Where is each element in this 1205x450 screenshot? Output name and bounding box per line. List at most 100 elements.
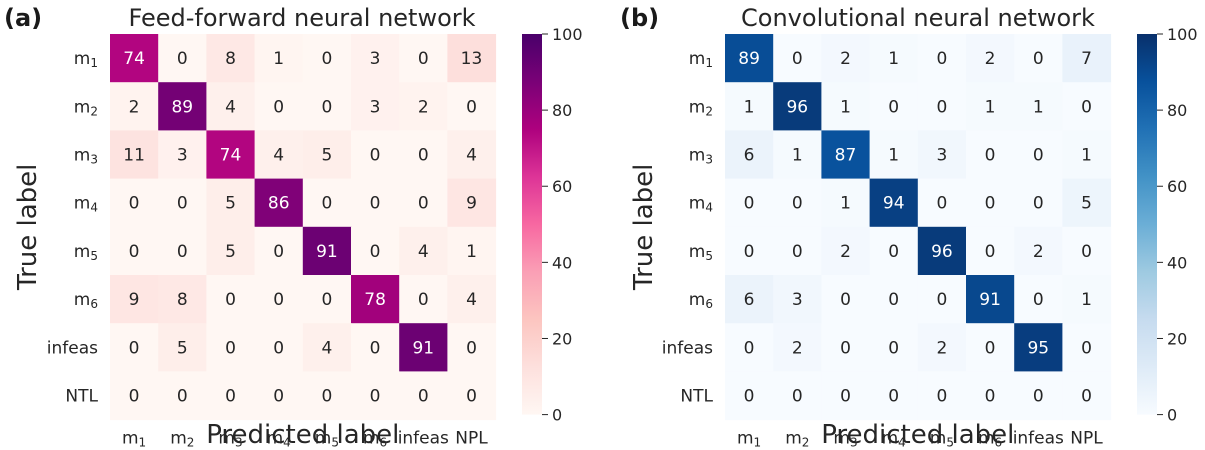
cell-value-label: 1 [792, 146, 803, 166]
cell-value-label: 0 [273, 242, 284, 262]
cell-value-label: 0 [129, 387, 140, 407]
heatmap-cell [110, 371, 159, 421]
cell-value-label: 0 [273, 97, 284, 117]
heatmap-cell [351, 371, 400, 421]
cell-value-label: 0 [888, 338, 899, 358]
heatmap-cell [773, 275, 822, 324]
heatmap-cell [966, 82, 1015, 131]
cell-value-label: 3 [370, 97, 381, 117]
heatmap-cell [302, 130, 352, 180]
heatmap-cell [966, 226, 1015, 276]
heatmap-cell [773, 178, 822, 228]
cell-value-label: 13 [461, 49, 483, 69]
cell-value-label: 0 [744, 387, 755, 407]
heatmap-cell [821, 34, 871, 83]
cell-value-label: 3 [370, 49, 381, 69]
cell-value-label: 0 [321, 290, 332, 310]
cell-value-label: 0 [936, 194, 947, 214]
cell-value-label: 0 [466, 338, 477, 358]
colorbar-tick-label: 20 [1167, 329, 1187, 348]
heatmap-cell [206, 178, 256, 228]
colorbar-tick-label: 0 [552, 406, 562, 425]
cell-value-label: 2 [418, 97, 429, 117]
heatmap-cell [447, 323, 497, 372]
y-tick-label: m5 [689, 242, 713, 263]
cell-value-label: 0 [177, 387, 188, 407]
heatmap-cell [302, 371, 352, 421]
heatmap-cell [399, 34, 448, 83]
y-tick-label: m6 [74, 290, 98, 311]
cell-value-label: 3 [177, 146, 188, 166]
chart-title: Convolutional neural network [741, 4, 1095, 32]
cell-value-label: 74 [220, 146, 242, 166]
cell-value-label: 0 [370, 194, 381, 214]
cell-value-label: 0 [985, 146, 996, 166]
cell-value-label: 78 [364, 290, 386, 310]
heatmap-cell [1014, 275, 1063, 324]
heatmap-cell [869, 82, 919, 131]
cell-value-label: 95 [1027, 338, 1049, 358]
heatmap-cell [206, 82, 256, 131]
heatmap-cell [399, 178, 448, 228]
cell-value-label: 7 [1081, 49, 1092, 69]
cell-value-label: 0 [273, 387, 284, 407]
colorbar-tick-label: 100 [552, 25, 583, 44]
heatmap-cell [158, 275, 207, 324]
cell-value-label: 0 [1081, 338, 1092, 358]
heatmap-cell [254, 226, 304, 276]
cell-value-label: 0 [936, 97, 947, 117]
heatmap-cell [351, 226, 400, 276]
cell-value-label: 0 [418, 387, 429, 407]
cell-value-label: 89 [171, 97, 193, 117]
heatmap-cell [725, 323, 774, 372]
cell-value-label: 0 [744, 338, 755, 358]
heatmap-cell [351, 130, 400, 180]
cell-value-label: 0 [370, 146, 381, 166]
cell-value-label: 4 [418, 242, 429, 262]
cell-value-label: 0 [370, 242, 381, 262]
heatmap-cell [869, 275, 919, 324]
cell-value-label: 1 [744, 97, 755, 117]
cell-value-label: 0 [129, 242, 140, 262]
cell-value-label: 2 [985, 49, 996, 69]
cell-value-label: 0 [418, 146, 429, 166]
heatmap-cell [917, 130, 967, 180]
cell-value-label: 1 [888, 49, 899, 69]
heatmap-cell [158, 34, 207, 83]
cell-value-label: 0 [129, 338, 140, 358]
heatmap-cell [1062, 178, 1112, 228]
x-tick-label: m3 [833, 429, 857, 450]
cell-value-label: 0 [370, 338, 381, 358]
cell-value-label: 0 [985, 387, 996, 407]
cell-value-label: 0 [1081, 97, 1092, 117]
cell-value-label: 2 [840, 242, 851, 262]
heatmap-cell [351, 275, 400, 324]
cell-value-label: 0 [177, 194, 188, 214]
x-tick-label: m6 [363, 429, 387, 450]
heatmap-cell [1014, 226, 1063, 276]
heatmap-cell [821, 130, 871, 180]
heatmap-cell [254, 34, 304, 83]
heatmap-cell [966, 275, 1015, 324]
x-tick-label: infeas [398, 429, 449, 449]
cell-value-label: 8 [225, 49, 236, 69]
heatmap-cell [773, 226, 822, 276]
heatmap-cell [869, 226, 919, 276]
cell-value-label: 5 [177, 338, 188, 358]
y-axis-label: True label [13, 164, 43, 291]
heatmap-cell [725, 275, 774, 324]
y-tick-label: m1 [689, 49, 713, 70]
cell-value-label: 91 [412, 338, 434, 358]
colorbar-tick-label: 40 [552, 253, 572, 272]
cell-value-label: 0 [792, 49, 803, 69]
cell-value-label: 0 [418, 194, 429, 214]
cell-value-label: 0 [225, 290, 236, 310]
cell-value-label: 5 [321, 146, 332, 166]
cell-value-label: 0 [1033, 146, 1044, 166]
heatmap-cell [206, 275, 256, 324]
heatmap-cell [302, 82, 352, 131]
heatmap-cell [206, 226, 256, 276]
y-tick-label: m4 [74, 194, 98, 215]
